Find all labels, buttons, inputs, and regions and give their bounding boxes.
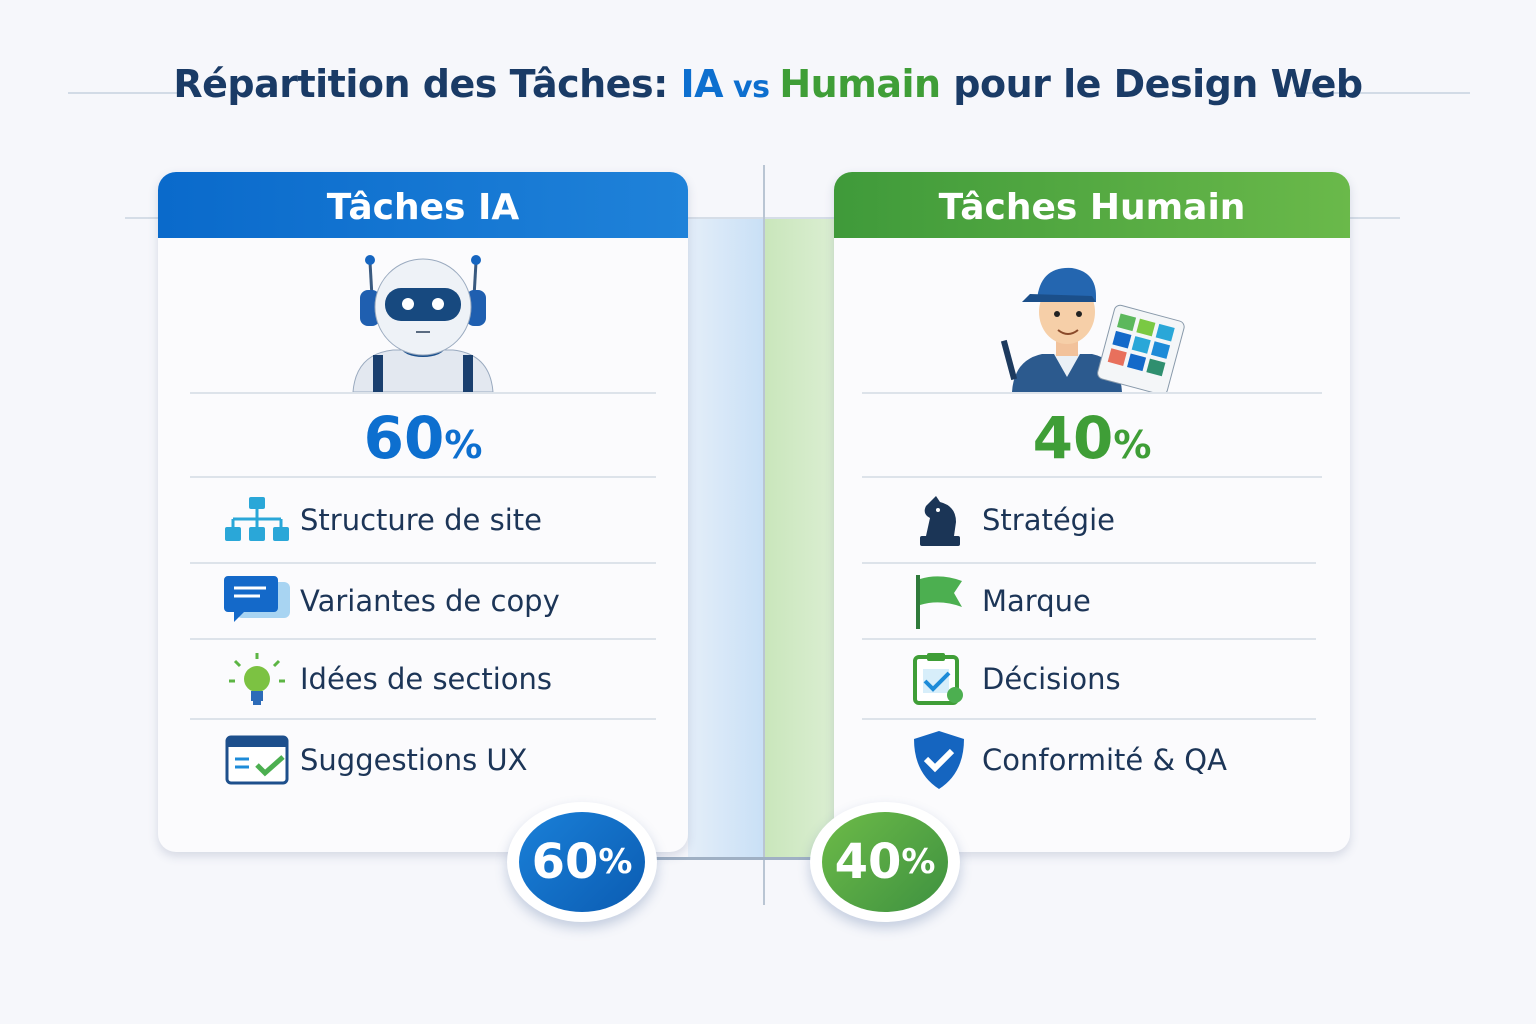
flag-icon bbox=[906, 573, 972, 629]
browser-check-icon bbox=[224, 732, 290, 788]
ai-item-copy: Variantes de copy bbox=[224, 564, 656, 638]
sitemap-icon bbox=[224, 492, 290, 548]
page-title: Répartition des Tâches: IA vs Humain pou… bbox=[173, 62, 1363, 106]
human-percent: 40% bbox=[1032, 404, 1152, 472]
human-bar bbox=[763, 219, 835, 859]
robot-icon bbox=[158, 238, 688, 392]
ai-item-structure: Structure de site bbox=[224, 478, 656, 562]
human-card-header: Tâches Humain bbox=[834, 172, 1350, 238]
center-divider bbox=[763, 165, 765, 905]
title-rule-right bbox=[1294, 92, 1470, 94]
clipboard-check-icon bbox=[906, 651, 972, 707]
ai-item-ux: Suggestions UX bbox=[224, 720, 656, 800]
chat-bubble-icon bbox=[224, 573, 290, 629]
lightbulb-icon bbox=[224, 651, 290, 707]
title-rule-left bbox=[68, 92, 178, 94]
ai-bar bbox=[688, 219, 763, 859]
ai-percent: 60% bbox=[363, 404, 483, 472]
human-item-decisions: Décisions bbox=[906, 640, 1316, 718]
shield-check-icon bbox=[906, 731, 972, 789]
human-item-brand: Marque bbox=[906, 564, 1316, 638]
ai-item-ideas: Idées de sections bbox=[224, 640, 656, 718]
ai-card-header: Tâches IA bbox=[158, 172, 688, 238]
base-line bbox=[640, 857, 890, 860]
ai-card: Tâches IA 60% Structure de site Variante… bbox=[158, 172, 688, 852]
horizontal-rule bbox=[125, 217, 1400, 219]
ai-percent-badge: 60% bbox=[507, 802, 657, 922]
chess-knight-icon bbox=[906, 492, 972, 548]
human-card: Tâches Humain 40% Stratégie Marque bbox=[834, 172, 1350, 852]
human-item-compliance: Conformité & QA bbox=[906, 720, 1316, 800]
human-percent-badge: 40% bbox=[810, 802, 960, 922]
human-item-strategy: Stratégie bbox=[906, 478, 1316, 562]
designer-icon bbox=[834, 238, 1350, 392]
